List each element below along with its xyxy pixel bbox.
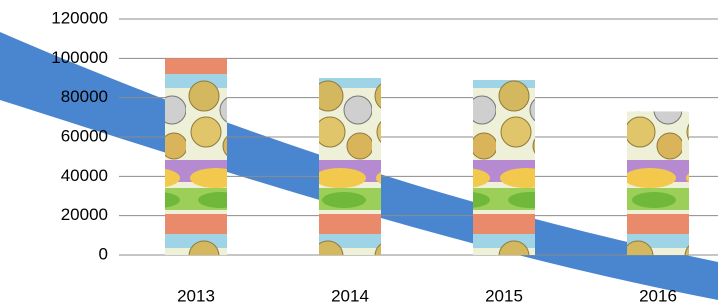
bar — [627, 111, 689, 255]
x-tick-label: 2013 — [177, 286, 215, 305]
bar — [165, 58, 227, 255]
chart: 0 20000 40000 60000 80000 100000 120000 2013 201… — [0, 0, 718, 308]
x-tick-label: 2015 — [485, 286, 523, 305]
y-tick-label: 60000 — [61, 126, 108, 145]
y-tick-label: 100000 — [51, 48, 108, 67]
y-tick-label: 120000 — [51, 8, 108, 27]
page: 0 20000 40000 60000 80000 100000 120000 2013 201… — [0, 0, 718, 308]
y-tick-label: 20000 — [61, 205, 108, 224]
x-tick-label: 2016 — [639, 286, 677, 305]
y-tick-label: 0 — [99, 244, 108, 263]
y-tick-label: 80000 — [61, 87, 108, 106]
x-tick-label: 2014 — [331, 286, 369, 305]
y-tick-label: 40000 — [61, 166, 108, 185]
bar — [319, 78, 381, 255]
bar — [473, 80, 535, 255]
